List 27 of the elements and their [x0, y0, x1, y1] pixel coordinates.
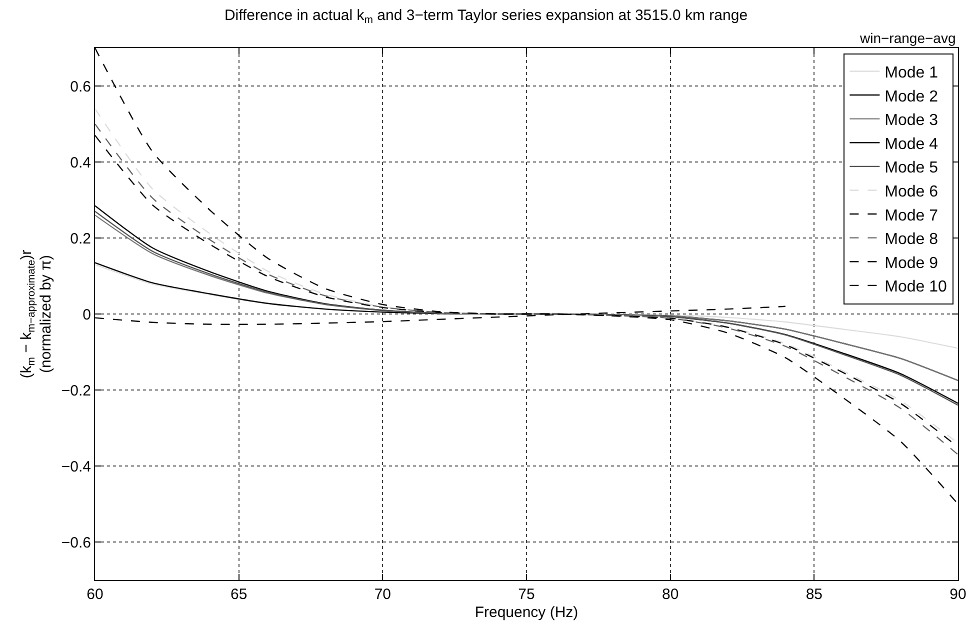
y-tick-label: 0.6	[70, 78, 91, 96]
legend-label: Mode 1	[884, 64, 938, 82]
x-tick-label: 65	[230, 586, 248, 603]
legend-label: Mode 8	[884, 231, 938, 248]
legend-label: Mode 7	[884, 207, 938, 224]
legend-label: Mode 6	[884, 183, 938, 200]
x-tick-label: 80	[662, 586, 679, 603]
legend-label: Mode 10	[884, 278, 948, 296]
y-tick-label: −0.4	[61, 458, 91, 476]
x-tick-label: 85	[806, 586, 823, 603]
y-tick-label: −0.2	[61, 382, 91, 400]
x-tick-label: 90	[950, 586, 966, 603]
x-tick-label: 60	[86, 586, 104, 603]
legend-label: Mode 3	[884, 112, 938, 130]
x-tick-label: 75	[518, 586, 535, 603]
legend-label: Mode 2	[884, 88, 938, 106]
y-tick-label: 0	[82, 306, 91, 324]
y-tick-label: −0.6	[61, 534, 91, 552]
legend-label: Mode 4	[884, 136, 938, 153]
y-tick-label: 0.4	[70, 154, 91, 172]
x-axis-title: Frequency (Hz)	[474, 604, 578, 621]
chart-title: Difference in actual k$_{m}$ and 3−term Taylor series expansion at 3515.0 km range	[224, 6, 748, 26]
y-tick-label: 0.2	[70, 230, 91, 248]
text: win−range−avg	[859, 30, 956, 46]
legend-label: Mode 9	[884, 254, 938, 272]
legend-label: Mode 5	[884, 160, 938, 177]
x-tick-label: 70	[374, 586, 392, 603]
